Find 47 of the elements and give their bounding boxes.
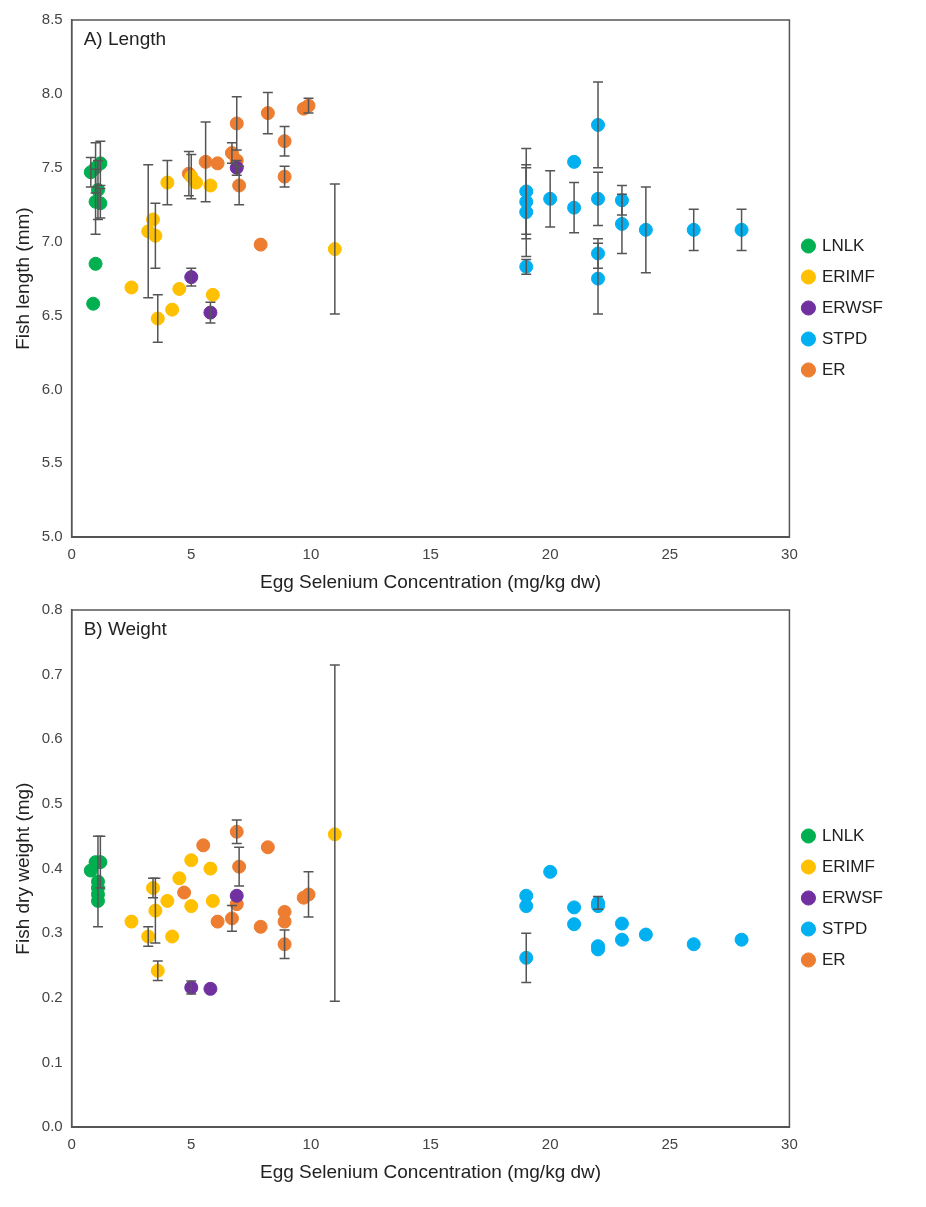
y-tick-label: 7.0	[41, 231, 63, 249]
x-tick-label: 25	[661, 545, 679, 563]
x-tick-label: 15	[422, 1135, 439, 1153]
legend-label: ERWSF	[821, 887, 883, 907]
y-tick-label: 6.0	[41, 379, 63, 397]
x-tick-label: 30	[781, 1135, 798, 1153]
legend-label: STPD	[821, 328, 868, 348]
y-tick-label: 0.2	[41, 988, 63, 1006]
legend-label: ERWSF	[821, 297, 883, 317]
legend-label: ER	[821, 949, 846, 969]
legend-label: ERIMF	[821, 856, 875, 876]
x-tick-label: 0	[67, 545, 76, 563]
y-tick-label: 5.0	[41, 527, 63, 545]
x-tick-label: 15	[422, 545, 439, 563]
text: A) Length	[83, 27, 167, 49]
y-tick-label: 8.0	[41, 84, 63, 102]
y-tick-label: 0.1	[41, 1052, 63, 1070]
x-tick-label: 25	[661, 1135, 679, 1153]
x-tick-label: 30	[781, 545, 798, 563]
legend-label: LNLK	[821, 825, 866, 845]
y-tick-label: 0.8	[41, 600, 63, 618]
x-axis-title: Egg Selenium Concentration (mg/kg dw)	[259, 570, 602, 592]
y-tick-label: 0.6	[41, 729, 63, 747]
y-tick-label: 0.7	[41, 664, 63, 682]
x-axis-title: Egg Selenium Concentration (mg/kg dw)	[259, 1160, 602, 1182]
y-axis-title: Fish length (mm)	[11, 207, 33, 350]
legend-label: LNLK	[821, 235, 866, 255]
text: B) Weight	[83, 617, 168, 639]
x-tick-label: 10	[302, 545, 320, 563]
x-tick-label: 20	[541, 1135, 559, 1153]
x-tick-label: 5	[187, 1135, 196, 1153]
x-tick-label: 0	[67, 1135, 76, 1153]
y-tick-label: 0.4	[41, 858, 63, 876]
x-tick-label: 5	[187, 545, 196, 563]
legend-label: ERIMF	[821, 266, 875, 286]
x-tick-label: 20	[541, 545, 559, 563]
legend-label: ER	[821, 359, 846, 379]
legend-label: STPD	[821, 918, 868, 938]
y-tick-label: 7.5	[41, 157, 63, 175]
y-tick-label: 0.3	[41, 923, 63, 941]
y-tick-label: 8.5	[41, 10, 63, 28]
y-tick-label: 5.5	[41, 453, 63, 471]
y-tick-label: 0.5	[41, 794, 63, 812]
y-tick-label: 0.0	[41, 1117, 63, 1135]
x-tick-label: 10	[302, 1135, 320, 1153]
y-axis-title: Fish dry weight (mg)	[11, 782, 33, 955]
y-tick-label: 6.5	[41, 305, 63, 323]
